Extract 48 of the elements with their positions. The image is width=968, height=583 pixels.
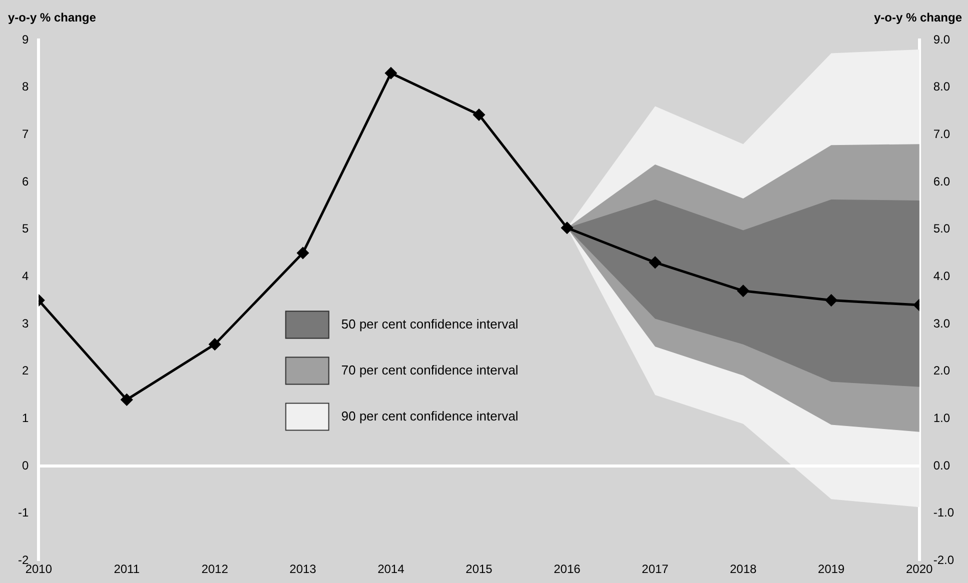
legend-label: 70 per cent confidence interval (341, 362, 518, 378)
y-tick-label: 1 (22, 410, 29, 425)
y-tick-label: 0 (22, 458, 29, 472)
x-tick-label: 2015 (466, 562, 493, 576)
y2-tick-label: 8.0 (933, 80, 950, 94)
x-tick-label: 2016 (554, 562, 581, 576)
y2-tick-label: 7.0 (933, 126, 950, 141)
y2-tick-label: 4.0 (933, 268, 950, 283)
x-tick-label: 2020 (906, 562, 933, 576)
x-tick-label: 2013 (290, 562, 317, 576)
y2-tick-label: 9.0 (933, 32, 950, 46)
y-axis-title: y-o-y % change (8, 10, 96, 24)
y2-tick-label: -1.0 (933, 506, 954, 520)
y2-tick-label: -2.0 (933, 552, 954, 567)
point (120, 394, 132, 406)
y2-tick-label: 2.0 (933, 364, 950, 378)
y-tick-label: 9 (22, 32, 29, 46)
y-tick-label: 7 (22, 126, 29, 141)
y2-tick-label: 1.0 (933, 410, 950, 425)
y-tick-label: 6 (22, 174, 29, 188)
point (561, 222, 573, 234)
point (826, 294, 838, 306)
y2-tick-label: 5.0 (933, 222, 950, 236)
point (473, 109, 485, 121)
y2-tick-label: 6.0 (933, 174, 950, 188)
legend-label: 90 per cent confidence interval (341, 408, 518, 424)
y-tick-label: -1 (18, 506, 29, 520)
x-tick-label: 2010 (25, 562, 52, 576)
y2-tick-label: 3.0 (933, 316, 950, 330)
y-tick-label: 5 (22, 222, 29, 236)
x-tick-label: 2012 (201, 562, 228, 576)
y2-tick-label: 0.0 (933, 458, 950, 472)
point (737, 285, 749, 297)
y-tick-label: 4 (22, 268, 29, 283)
point (297, 247, 309, 259)
y-tick-label: 8 (22, 80, 29, 94)
y2-axis-title: y-o-y % change (874, 10, 962, 24)
x-tick-label: 2019 (818, 562, 845, 576)
y-tick-label: 3 (22, 316, 29, 330)
x-tick-label: 2018 (730, 562, 757, 576)
point (649, 256, 661, 268)
x-tick-label: 2014 (378, 562, 405, 576)
x-tick-label: 2017 (642, 562, 669, 576)
x-tick-label: 2011 (114, 562, 140, 576)
y-tick-label: 2 (22, 364, 29, 378)
point (385, 67, 397, 79)
point (209, 338, 221, 350)
legend-label: 50 per cent confidence interval (341, 316, 518, 332)
